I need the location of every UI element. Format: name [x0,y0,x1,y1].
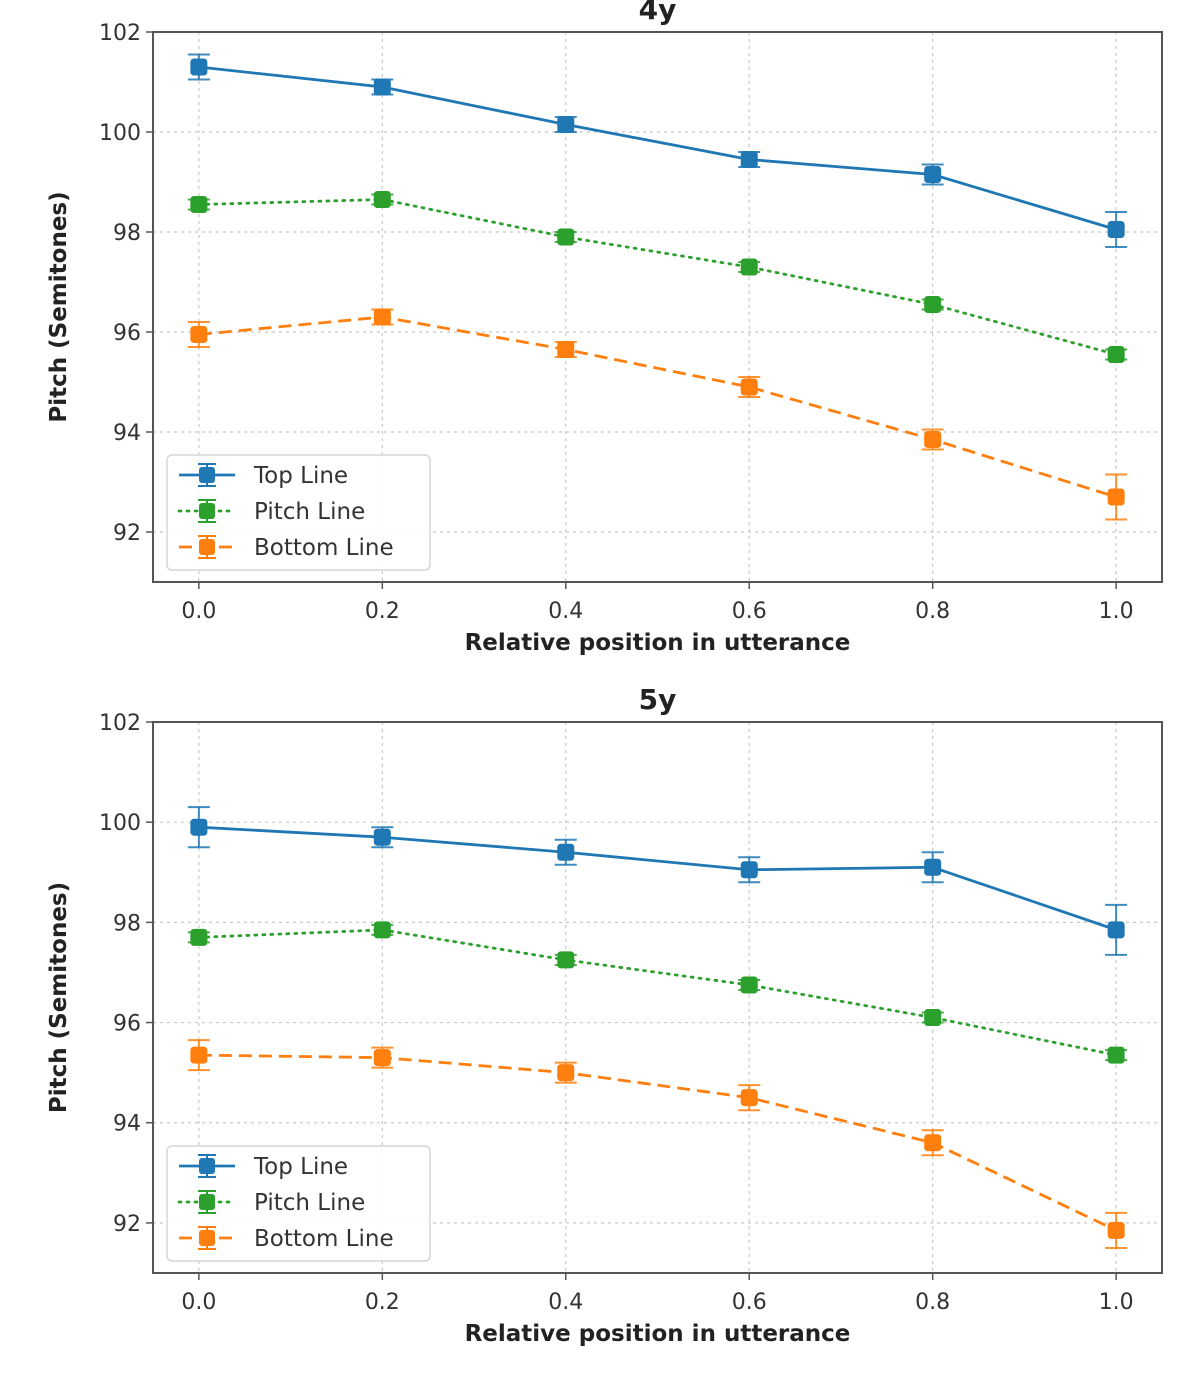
data-point [557,1064,575,1082]
legend-label: Bottom Line [254,1226,394,1252]
data-point [557,843,575,861]
x-tick-label: 0.4 [548,599,583,624]
data-point [924,431,942,448]
y-tick-label: 92 [113,521,141,546]
legend-box [166,454,431,571]
data-point [373,921,391,939]
x-tick-label: 0.2 [365,1290,400,1315]
data-point [924,1134,942,1152]
data-point [1107,921,1125,939]
y-tick-label: 94 [113,421,141,446]
data-point [373,1049,391,1067]
data-point [740,151,758,168]
data-point [557,116,575,133]
legend: Top Line Pitch Line Bottom Line [166,1145,431,1262]
series-line [198,315,1117,499]
series-top-line [187,806,1128,956]
legend-marker [199,1230,215,1246]
legend: Top Line Pitch Line Bottom Line [166,454,431,571]
legend-label: Pitch Line [254,1190,365,1216]
data-point [373,78,391,96]
x-tick-label: 0.6 [732,599,767,624]
y-tick-label: 98 [113,911,141,936]
series-line [197,928,1118,1057]
x-tick-label: 1.0 [1099,1290,1134,1315]
data-point [373,191,391,208]
legend-marker [199,1194,215,1210]
legend-marker [199,1158,215,1174]
y-tick-label: 100 [99,121,141,146]
data-point [1107,346,1125,363]
data-point [1107,1221,1125,1239]
y-tick-label: 94 [113,1112,141,1137]
legend-label: Pitch Line [254,499,365,525]
data-point [1107,488,1125,506]
series-line [198,65,1117,231]
data-point [740,976,758,994]
legend-label: Bottom Line [254,535,394,561]
data-point [190,928,208,946]
data-point [190,196,208,213]
x-tick-label: 0.6 [732,1290,767,1315]
y-tick-label: 102 [99,21,141,46]
x-tick-label: 1.0 [1099,599,1134,624]
series-line [197,198,1118,356]
data-point [557,951,575,969]
x-tick-label: 0.8 [915,1290,950,1315]
x-tick-label: 0.0 [181,599,216,624]
x-tick-label: 0.8 [915,599,950,624]
data-point [557,228,575,246]
series-line [198,825,1117,932]
data-point [190,326,208,343]
chart-title: 5y [639,683,677,716]
data-point [373,308,391,326]
data-point [740,378,758,396]
x-tick-label: 0.2 [365,599,400,624]
legend-marker [199,539,215,555]
legend-marker [199,467,215,483]
y-tick-label: 92 [113,1212,141,1237]
x-axis-label: Relative position in utterance [465,630,851,656]
plot-frame [152,721,1163,1274]
legend-marker [199,503,215,519]
series-pitch-line [187,921,1128,1064]
series-top-line [187,53,1128,248]
y-tick-label: 100 [99,811,141,836]
data-point [740,1089,758,1107]
chart-title: 4y [639,0,677,26]
legend-label: Top Line [253,1154,348,1180]
data-point [924,166,942,183]
x-tick-label: 0.0 [181,1290,216,1315]
y-tick-label: 98 [113,221,141,246]
legend-label: Top Line [253,463,348,489]
y-tick-label: 102 [99,711,141,736]
data-point [557,341,575,358]
x-tick-label: 0.4 [548,1290,583,1315]
series-bottom-line [187,308,1128,521]
data-point [1107,221,1125,238]
series-line [198,1053,1117,1232]
data-point [924,858,942,876]
data-point [190,1046,208,1064]
data-point [740,861,758,879]
legend-box [166,1145,431,1262]
data-point [924,296,942,313]
series-bottom-line [187,1039,1128,1249]
data-point [740,258,758,276]
data-point [190,58,208,76]
data-point [924,1009,942,1027]
y-axis-label: Pitch (Semitones) [46,191,72,422]
data-point [1107,1046,1125,1064]
data-point [190,818,208,836]
x-axis-label: Relative position in utterance [465,1321,851,1347]
chart-4y: 0.0 0.2 0.4 0.6 0.8 1.0 92 94 96 98 100 102 4y Relati… [46,0,1163,656]
series-pitch-line [187,191,1128,363]
data-point [373,828,391,846]
y-tick-label: 96 [113,1012,141,1037]
y-tick-label: 96 [113,321,141,346]
plot-frame [152,31,1163,583]
chart-5y: 0.0 0.2 0.4 0.6 0.8 1.0 92 94 96 98 100 102 5y Relati… [46,683,1163,1347]
y-axis-label: Pitch (Semitones) [46,882,72,1113]
